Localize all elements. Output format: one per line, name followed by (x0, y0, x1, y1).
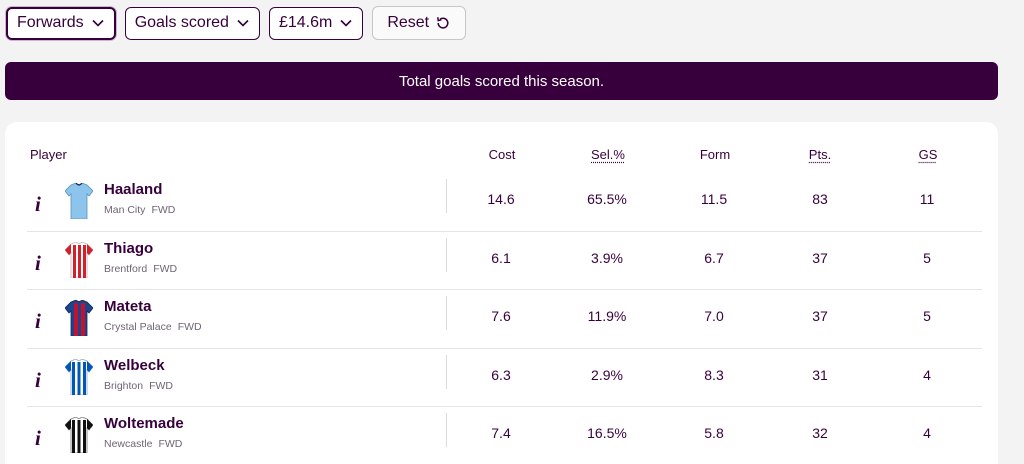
chevron-down-icon (339, 16, 353, 30)
player-meta: Crystal Palace FWD (104, 321, 202, 333)
cell-form: 5.8 (704, 425, 723, 441)
cell-selected: 3.9% (591, 250, 623, 266)
team-kit-icon (65, 417, 93, 453)
cell-cost: 6.1 (491, 250, 510, 266)
header-goals-scored[interactable]: GS (919, 147, 938, 162)
cell-cost: 6.3 (491, 367, 510, 383)
cell-form: 7.0 (704, 308, 723, 324)
cell-form: 11.5 (701, 191, 727, 207)
price-filter[interactable]: £14.6m (269, 7, 363, 40)
stat-description-banner: Total goals scored this season. (5, 62, 998, 100)
chevron-down-icon (91, 16, 105, 30)
table-row[interactable]: i Haaland Man City FWD 14.6 65.5% 11.5 83 11 (27, 173, 982, 232)
cell-points: 83 (812, 191, 828, 207)
player-position: FWD (149, 380, 173, 392)
column-divider (446, 179, 447, 213)
cell-goals-scored: 11 (920, 191, 935, 207)
team-kit-icon (65, 242, 93, 278)
player-team: Brentford (104, 263, 147, 275)
info-icon[interactable]: i (35, 309, 41, 334)
player-position: FWD (178, 321, 202, 333)
cell-points: 31 (812, 367, 828, 383)
cell-selected: 65.5% (587, 191, 627, 207)
position-filter-label: Forwards (17, 14, 84, 32)
cell-selected: 11.9% (588, 308, 627, 324)
player-position: FWD (158, 438, 182, 450)
info-icon[interactable]: i (35, 426, 41, 451)
team-kit-icon (65, 183, 93, 219)
player-name[interactable]: Haaland (104, 181, 162, 198)
player-team: Newcastle (104, 438, 152, 450)
column-divider (446, 296, 447, 330)
table-row[interactable]: i Mateta Crystal Palace FWD 7.6 11.9% 7.0 37 5 (27, 290, 982, 349)
header-selected[interactable]: Sel.% (591, 147, 625, 162)
cell-cost: 7.4 (491, 425, 510, 441)
cell-cost: 7.6 (491, 308, 510, 324)
player-name[interactable]: Mateta (104, 298, 152, 315)
cell-goals-scored: 4 (923, 425, 931, 441)
player-meta: Brentford FWD (104, 263, 177, 275)
header-points[interactable]: Pts. (809, 147, 831, 162)
header-player[interactable]: Player (30, 147, 67, 162)
player-team: Man City (104, 204, 145, 216)
player-position: FWD (151, 204, 175, 216)
table-body: i Haaland Man City FWD 14.6 65.5% 11.5 83 11 i Thi… (27, 173, 982, 464)
column-divider (446, 238, 447, 272)
cell-selected: 16.5% (587, 425, 627, 441)
price-filter-label: £14.6m (279, 14, 332, 32)
player-name[interactable]: Woltemade (104, 415, 184, 432)
reset-button[interactable]: Reset (372, 6, 466, 40)
cell-points: 32 (812, 425, 828, 441)
cell-goals-scored: 4 (923, 367, 931, 383)
header-cost[interactable]: Cost (489, 147, 516, 162)
table-row[interactable]: i Welbeck Brighton FWD 6.3 2.9% 8.3 31 4 (27, 349, 982, 408)
player-team: Crystal Palace (104, 321, 172, 333)
player-meta: Newcastle FWD (104, 438, 182, 450)
cell-points: 37 (812, 308, 828, 324)
stat-sort-filter-label: Goals scored (135, 14, 229, 32)
player-table: Player Cost Sel.% Form Pts. GS i Haaland M… (5, 122, 998, 464)
info-icon[interactable]: i (35, 192, 41, 217)
reset-button-label: Reset (387, 14, 429, 32)
stat-sort-filter[interactable]: Goals scored (125, 7, 260, 40)
cell-goals-scored: 5 (923, 308, 931, 324)
team-kit-icon (65, 359, 93, 395)
cell-points: 37 (812, 250, 828, 266)
chevron-down-icon (236, 16, 250, 30)
player-meta: Brighton FWD (104, 380, 173, 392)
player-team: Brighton (104, 380, 143, 392)
player-name[interactable]: Welbeck (104, 357, 165, 374)
table-header: Player Cost Sel.% Form Pts. GS (5, 147, 998, 167)
cell-goals-scored: 5 (923, 250, 931, 266)
player-position: FWD (153, 263, 177, 275)
filter-bar: Forwards Goals scored £14.6m Reset (6, 6, 466, 40)
column-divider (446, 413, 447, 447)
info-icon[interactable]: i (35, 368, 41, 393)
player-name[interactable]: Thiago (104, 240, 153, 257)
info-icon[interactable]: i (35, 251, 41, 276)
header-form[interactable]: Form (700, 147, 730, 162)
cell-form: 6.7 (704, 250, 723, 266)
team-kit-icon (65, 300, 93, 336)
column-divider (446, 355, 447, 389)
player-meta: Man City FWD (104, 204, 175, 216)
cell-form: 8.3 (704, 367, 723, 383)
table-row[interactable]: i Thiago Brentford FWD 6.1 3.9% 6.7 37 5 (27, 232, 982, 291)
cell-cost: 14.6 (487, 191, 514, 207)
cell-selected: 2.9% (591, 367, 623, 383)
table-row[interactable]: i Woltemade Newcastle FWD 7.4 16.5% 5.8 32 4 (27, 407, 982, 464)
reset-icon (435, 15, 451, 31)
position-filter[interactable]: Forwards (6, 7, 116, 40)
stat-description: Total goals scored this season. (399, 73, 604, 90)
